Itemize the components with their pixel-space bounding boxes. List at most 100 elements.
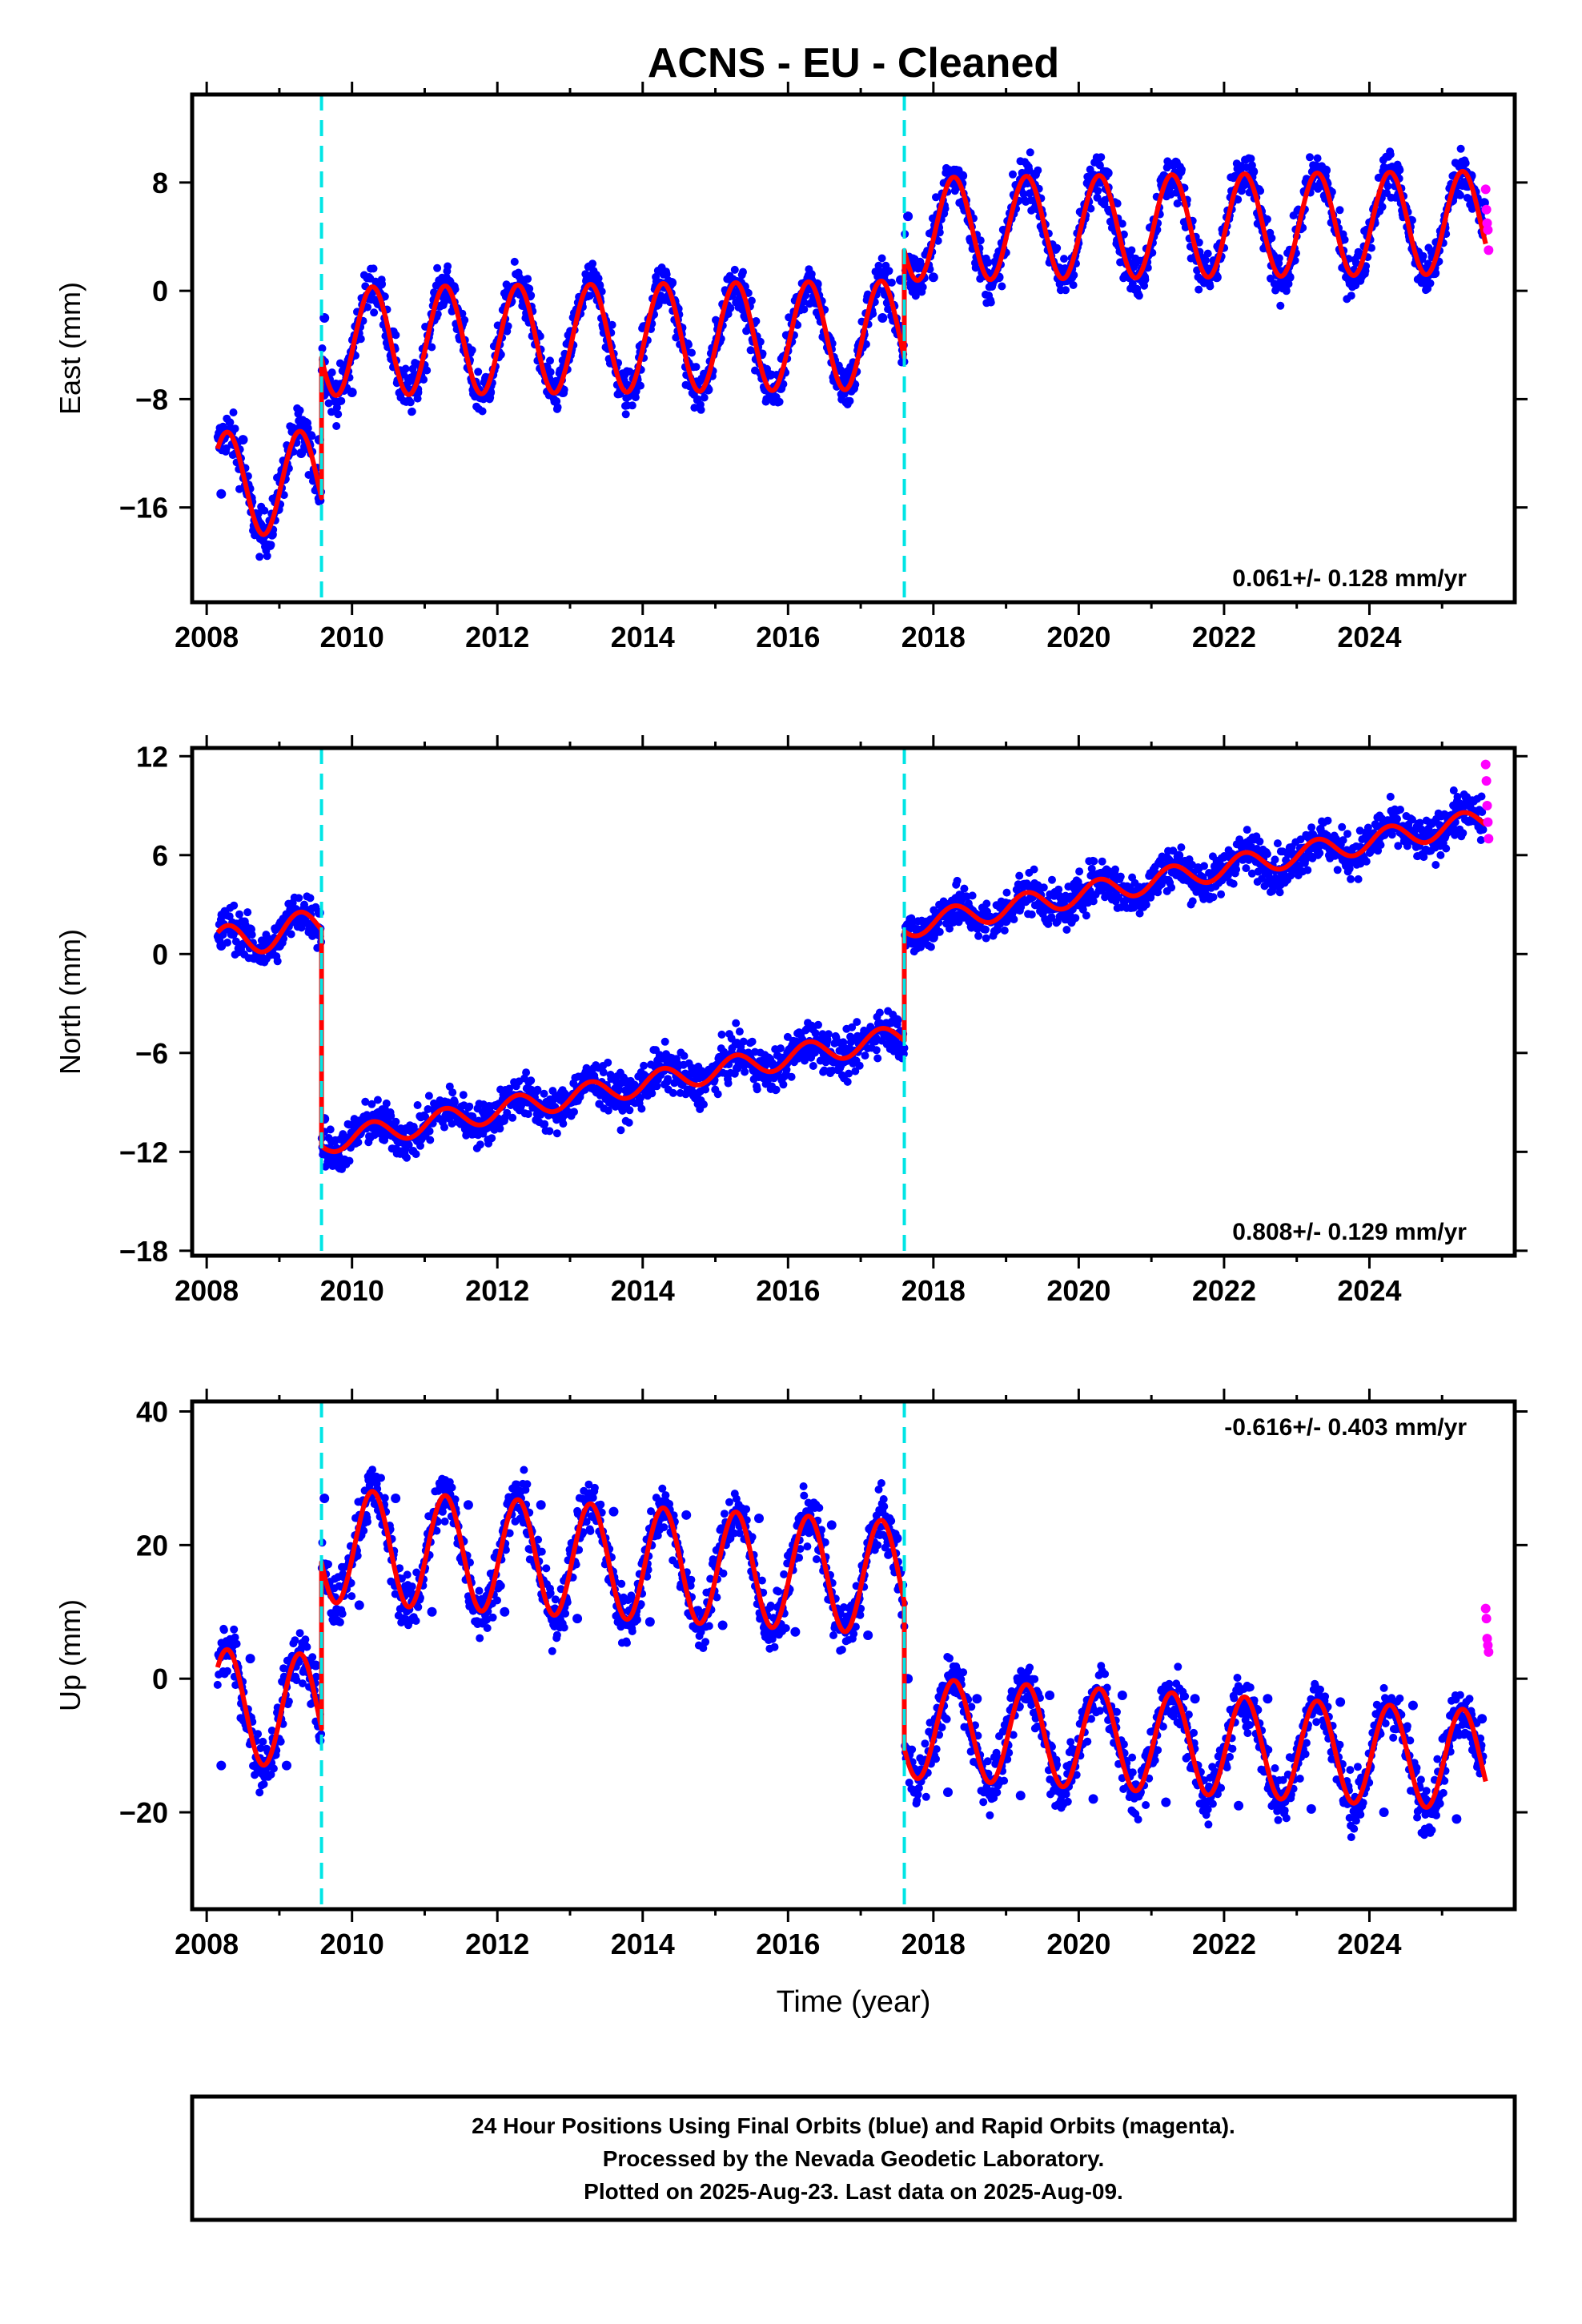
east-final-point <box>1383 182 1392 191</box>
north-final-point <box>616 1126 625 1135</box>
north-final-point <box>787 1072 796 1081</box>
north-x-tick-label: 2022 <box>1192 1274 1256 1307</box>
north-final-point <box>1273 839 1282 848</box>
east-final-point <box>231 424 239 433</box>
north-final-point <box>1243 826 1251 834</box>
east-final-point <box>546 368 555 376</box>
north-final-point <box>559 1120 568 1128</box>
east-final-point <box>552 397 561 405</box>
north-final-point <box>875 1008 884 1017</box>
east-final-point <box>775 397 784 406</box>
north-final-orbit-point <box>928 932 938 943</box>
east-final-point <box>1009 170 1017 179</box>
north-y-tick-label: −12 <box>119 1136 168 1168</box>
east-final-orbit-point <box>376 279 386 289</box>
north-final-point <box>527 1076 536 1085</box>
north-plot-area <box>213 759 1494 1173</box>
north-final-point <box>1333 866 1342 875</box>
east-final-orbit-point <box>928 272 938 283</box>
east-final-point <box>304 471 313 479</box>
east-final-point <box>1426 279 1435 287</box>
north-final-point <box>1071 914 1080 923</box>
north-final-point <box>354 1138 363 1147</box>
north-final-point <box>637 1104 646 1113</box>
east-final-point <box>625 368 634 376</box>
north-final-point <box>1419 853 1428 862</box>
north-final-point <box>373 1096 382 1104</box>
north-final-point <box>701 1085 710 1094</box>
east-final-point <box>1456 144 1465 153</box>
east-final-point <box>1097 153 1106 162</box>
north-final-point <box>1362 857 1371 866</box>
up-final-point <box>254 1730 263 1739</box>
north-x-tick-label: 2010 <box>320 1274 384 1307</box>
east-final-point <box>1282 287 1291 296</box>
east-final-point <box>1203 249 1212 258</box>
east-final-point <box>1263 215 1271 223</box>
north-final-point <box>748 1037 757 1046</box>
east-final-point <box>801 291 810 300</box>
east-final-point <box>1069 281 1078 289</box>
north-final-point <box>661 1037 669 1046</box>
north-final-point <box>1303 866 1312 875</box>
north-final-point <box>853 1018 861 1027</box>
north-final-point <box>953 876 962 885</box>
east-final-point <box>279 491 288 500</box>
north-final-point <box>1030 865 1038 874</box>
up-panel: 2008 2010 2012 2014 2016 2018 2020 2022 2024−200… <box>54 1389 1528 1960</box>
east-final-point <box>420 376 428 384</box>
east-y-tick-label: 8 <box>152 167 168 199</box>
east-final-orbit-point <box>296 448 307 459</box>
north-frame <box>190 746 1517 1258</box>
north-final-point <box>230 901 239 910</box>
up-final-point <box>232 1639 241 1648</box>
east-final-orbit-cloud <box>213 144 1488 561</box>
east-final-point <box>1234 195 1243 204</box>
north-final-point <box>1315 849 1324 858</box>
north-final-point <box>1048 875 1056 884</box>
east-final-point <box>332 422 341 430</box>
north-final-orbit-cloud <box>213 786 1488 1173</box>
north-final-point <box>861 1051 869 1060</box>
north-final-point <box>843 1077 852 1086</box>
east-y-tick-label: −16 <box>119 492 168 525</box>
north-final-point <box>873 1054 882 1063</box>
east-final-point <box>327 408 335 416</box>
east-final-point <box>726 304 735 312</box>
east-final-point <box>608 320 616 329</box>
north-final-point <box>1386 792 1395 801</box>
north-final-point <box>1376 841 1385 850</box>
east-rapid-orbit-point <box>1480 184 1491 195</box>
north-final-point <box>1354 875 1363 883</box>
east-final-point <box>739 267 747 276</box>
north-rapid-orbit-point <box>1482 801 1492 811</box>
east-final-point <box>1351 259 1360 267</box>
east-x-tick-label: 2012 <box>465 621 529 653</box>
east-final-orbit-point <box>667 278 677 288</box>
east-final-point <box>1276 301 1285 310</box>
north-final-point <box>1002 888 1011 897</box>
east-final-point <box>887 278 896 287</box>
north-final-point <box>735 1027 744 1036</box>
east-rapid-orbit-point <box>1481 204 1492 215</box>
north-y-tick-label: −6 <box>135 1037 168 1070</box>
north-final-point <box>1275 888 1284 897</box>
east-x-tick-label: 2024 <box>1337 621 1401 653</box>
east-final-orbit-point <box>216 489 227 499</box>
north-final-point <box>243 908 252 917</box>
north-final-point <box>982 934 990 943</box>
north-y-tick-label: 6 <box>152 839 168 872</box>
east-x-tick-label: 2014 <box>611 621 675 653</box>
north-y-tick-label: 12 <box>136 740 168 773</box>
north-final-point <box>982 925 990 934</box>
east-final-point <box>1419 251 1427 260</box>
east-final-point <box>747 296 756 305</box>
up-final-point <box>255 1788 264 1797</box>
east-final-point <box>1062 286 1070 295</box>
north-final-point <box>1111 865 1119 874</box>
north-final-point <box>306 894 315 903</box>
north-final-point <box>412 1150 420 1159</box>
east-final-point <box>697 405 705 414</box>
east-final-point <box>401 364 410 373</box>
